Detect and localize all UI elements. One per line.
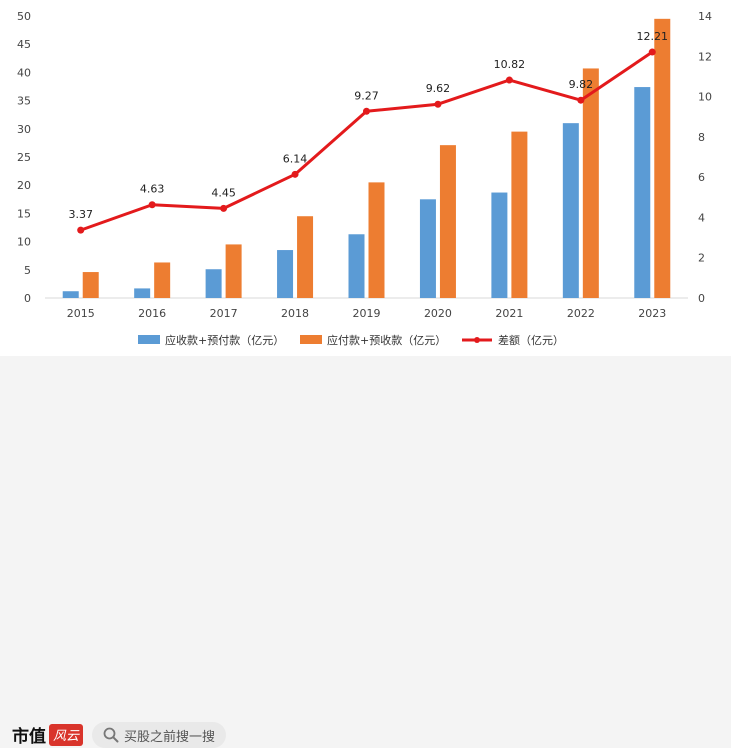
legend-line-marker — [474, 337, 480, 343]
y-right-tick-label: 14 — [698, 10, 712, 23]
bar — [62, 291, 79, 298]
chart-card: 0 5 10 15 20 25 30 35 40 45 50 0 2 4 6 8 10 12 14 2015 2016 2… — [0, 0, 731, 356]
line-point — [505, 76, 513, 84]
y-left-tick-label: 35 — [17, 95, 31, 108]
line-point — [291, 170, 299, 178]
line-point — [77, 226, 85, 234]
bar — [654, 18, 671, 298]
brand-name: 市值 — [12, 727, 46, 747]
y-right-tick-label: 0 — [698, 292, 705, 305]
search-label: 买股之前搜一搜 — [124, 729, 216, 745]
y-right-tick-label: 6 — [698, 171, 705, 184]
search-icon — [103, 727, 119, 743]
legend-label: 应收款+预付款（亿元） — [165, 333, 284, 347]
bar — [634, 87, 651, 299]
y-left-tick-label: 30 — [17, 123, 31, 136]
bar — [419, 199, 436, 298]
bar — [82, 272, 99, 298]
line-point — [363, 107, 370, 115]
legend-swatch — [138, 335, 160, 344]
y-left-tick-label: 5 — [24, 264, 31, 277]
bar — [562, 123, 579, 298]
bar — [348, 234, 365, 298]
y-right-tick-label: 12 — [698, 50, 712, 63]
bar — [277, 250, 294, 298]
data-label: 3.37 — [68, 208, 93, 221]
data-label: 4.45 — [211, 186, 236, 199]
y-left-tick-label: 50 — [17, 10, 31, 23]
search-button[interactable]: 买股之前搜一搜 — [92, 722, 226, 748]
x-tick-label: 2023 — [638, 307, 666, 320]
legend-label: 应付款+预收款（亿元） — [327, 333, 446, 347]
x-tick-label: 2018 — [281, 307, 309, 320]
chart: 0 5 10 15 20 25 30 35 40 45 50 0 2 4 6 8 10 12 14 2015 2016 2… — [17, 10, 712, 347]
bar — [368, 182, 385, 298]
bar — [511, 131, 528, 298]
x-tick-label: 2022 — [567, 307, 595, 320]
x-tick-label: 2019 — [353, 307, 381, 320]
data-label: 6.14 — [283, 152, 308, 165]
x-tick-label: 2020 — [424, 307, 452, 320]
bar — [582, 68, 599, 299]
legend-swatch — [300, 335, 322, 344]
data-label: 10.82 — [494, 58, 526, 71]
legend-label: 差额（亿元） — [498, 333, 564, 347]
y-right-tick-label: 4 — [698, 211, 705, 224]
y-left-tick-label: 25 — [17, 151, 31, 164]
y-left-tick-label: 45 — [17, 38, 31, 51]
bar — [134, 288, 151, 298]
bar — [154, 262, 171, 298]
x-tick-label: 2015 — [67, 307, 95, 320]
line-point — [577, 96, 585, 104]
bar — [439, 145, 456, 298]
data-label: 9.82 — [569, 78, 594, 91]
x-tick-label: 2016 — [138, 307, 166, 320]
line-point — [648, 48, 656, 56]
data-label: 9.27 — [354, 89, 379, 102]
line-point — [148, 201, 156, 209]
x-tick-label: 2021 — [495, 307, 523, 320]
data-label: 9.62 — [426, 82, 451, 95]
y-left-tick-label: 15 — [17, 207, 31, 220]
footer-bar: 市值 风云 买股之前搜一搜 — [0, 356, 731, 748]
data-label: 4.63 — [140, 183, 165, 196]
line-point — [434, 100, 442, 108]
brand-logo: 市值 风云 — [12, 722, 83, 747]
x-tick-label: 2017 — [210, 307, 238, 320]
y-right-tick-label: 2 — [698, 252, 705, 265]
y-left-tick-label: 10 — [17, 236, 31, 249]
brand-seal: 风云 — [49, 723, 83, 746]
data-label: 12.21 — [637, 30, 669, 43]
bar — [491, 192, 508, 298]
y-left-tick-label: 0 — [24, 292, 31, 305]
line-point — [220, 204, 228, 212]
y-right-tick-label: 10 — [698, 91, 712, 104]
bar — [225, 244, 242, 298]
y-right-tick-label: 8 — [698, 131, 705, 144]
y-left-tick-label: 20 — [17, 179, 31, 192]
bar — [205, 269, 222, 298]
y-left-tick-label: 40 — [17, 66, 31, 79]
bar — [297, 216, 314, 298]
